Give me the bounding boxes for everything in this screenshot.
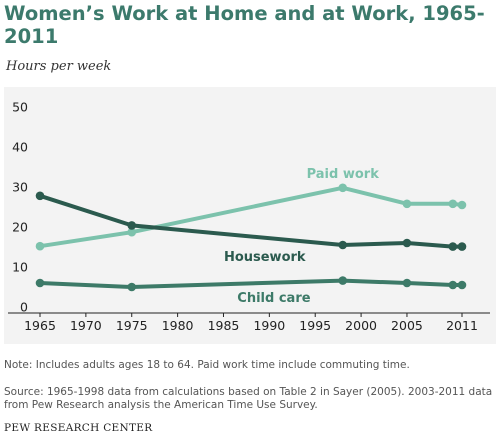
data-point-paid-work xyxy=(338,183,348,193)
data-point-housework xyxy=(338,240,348,250)
y-tick-label: 20 xyxy=(12,220,28,235)
data-point-housework xyxy=(35,191,45,201)
y-tick-label: 40 xyxy=(12,140,28,155)
y-tick-label: 0 xyxy=(20,300,28,315)
x-tick-label: 1990 xyxy=(253,318,285,333)
y-tick-label: 50 xyxy=(12,100,28,115)
data-point-paid-work xyxy=(35,241,45,251)
data-point-child-care xyxy=(338,276,348,285)
chart-subtitle: Hours per week xyxy=(6,59,112,74)
data-point-housework xyxy=(457,242,467,251)
data-point-child-care xyxy=(402,278,412,288)
chart-title: Women’s Work at Home and at Work, 1965-2… xyxy=(4,2,485,48)
data-point-housework xyxy=(448,242,458,251)
x-tick-label: 1970 xyxy=(70,318,102,333)
data-point-child-care xyxy=(35,278,45,288)
data-point-paid-work xyxy=(127,227,137,237)
data-point-paid-work xyxy=(402,199,412,209)
series-label-child-care: Child care xyxy=(237,291,310,306)
x-tick-label: 1985 xyxy=(208,318,240,333)
line-chart: 0 10 20 30 40 50 1965 1970 1975 1980 1985 1990 1995 2… xyxy=(8,100,490,333)
x-tick-label: 1975 xyxy=(116,318,148,333)
data-point-paid-work xyxy=(457,200,467,210)
data-point-housework xyxy=(127,221,137,230)
data-point-child-care xyxy=(457,280,467,290)
series-label-housework: Housework xyxy=(224,250,306,265)
data-point-housework xyxy=(402,238,412,248)
x-tick-label: 2000 xyxy=(345,318,377,333)
chart-panel: 0 10 20 30 40 50 1965 1970 1975 1980 1985 1990 1995 2… xyxy=(4,87,496,344)
x-tick-label: 2011 xyxy=(446,318,478,333)
data-point-paid-work xyxy=(448,199,458,209)
y-tick-label: 10 xyxy=(12,260,28,275)
series-line-child-care xyxy=(38,278,464,289)
data-point-child-care xyxy=(448,280,458,290)
data-point-child-care xyxy=(127,282,137,292)
x-tick-label: 1965 xyxy=(24,318,56,333)
chart-note: Note: Includes adults ages 18 to 64. Pai… xyxy=(4,359,410,371)
x-tick-label: 1995 xyxy=(299,318,331,333)
x-tick-label: 2005 xyxy=(391,318,423,333)
y-tick-label: 30 xyxy=(12,180,28,195)
chart-credit: PEW RESEARCH CENTER xyxy=(4,422,153,434)
x-tick-label: 1980 xyxy=(162,318,194,333)
chart-source: Source: 1965-1998 data from calculations… xyxy=(4,386,493,411)
series-label-paid-work: Paid work xyxy=(307,167,380,182)
